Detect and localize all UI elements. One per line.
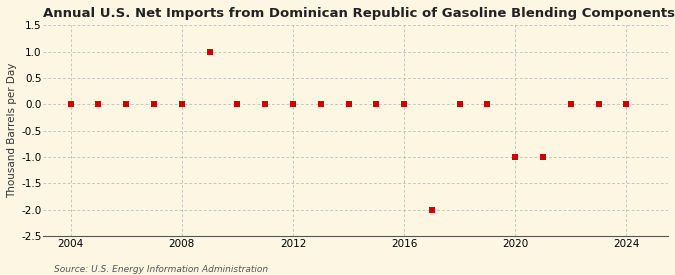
- Text: Source: U.S. Energy Information Administration: Source: U.S. Energy Information Administ…: [54, 265, 268, 274]
- Y-axis label: Thousand Barrels per Day: Thousand Barrels per Day: [7, 63, 17, 198]
- Text: Annual U.S. Net Imports from Dominican Republic of Gasoline Blending Components: Annual U.S. Net Imports from Dominican R…: [43, 7, 675, 20]
